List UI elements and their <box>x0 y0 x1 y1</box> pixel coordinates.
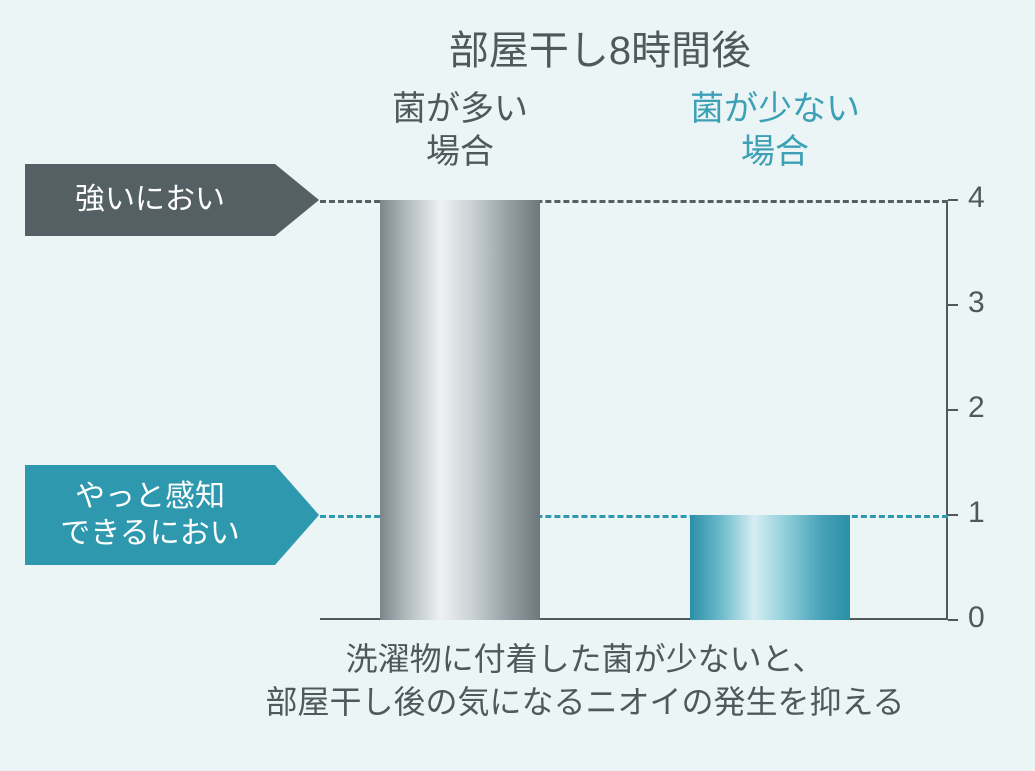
y-tick-label: 1 <box>968 496 985 530</box>
y-tick <box>948 304 958 306</box>
y-tick-label: 3 <box>968 286 985 320</box>
chart-caption: 洗濯物に付着した菌が少ないと、 部屋干し後の気になるニオイの発生を抑える <box>170 638 1000 724</box>
ref-strong-smell-arrow <box>275 164 319 236</box>
y-tick <box>948 619 958 621</box>
y-tick <box>948 199 958 201</box>
column-header-many: 菌が多い 場合 <box>350 88 570 173</box>
chart-canvas: 部屋干し8時間後 菌が多い 場合 菌が少ない 場合 01234 洗濯物に付着した… <box>0 0 1035 771</box>
plot-area: 01234 <box>320 200 948 620</box>
chart-title: 部屋干し8時間後 <box>340 18 860 76</box>
ref-strong-smell-tag: 強いにおい <box>25 164 275 236</box>
y-tick-label: 2 <box>968 391 985 425</box>
bar-many-bacteria <box>380 200 540 620</box>
ref-barely-smell-arrow <box>275 465 319 565</box>
y-tick-label: 4 <box>968 181 985 215</box>
column-header-few: 菌が少ない 場合 <box>655 88 895 173</box>
ref-barely-smell-tag: やっと感知 できるにおい <box>25 465 275 565</box>
y-tick-label: 0 <box>968 601 985 635</box>
bar-few-bacteria <box>690 515 850 620</box>
y-tick <box>948 409 958 411</box>
y-tick <box>948 514 958 516</box>
